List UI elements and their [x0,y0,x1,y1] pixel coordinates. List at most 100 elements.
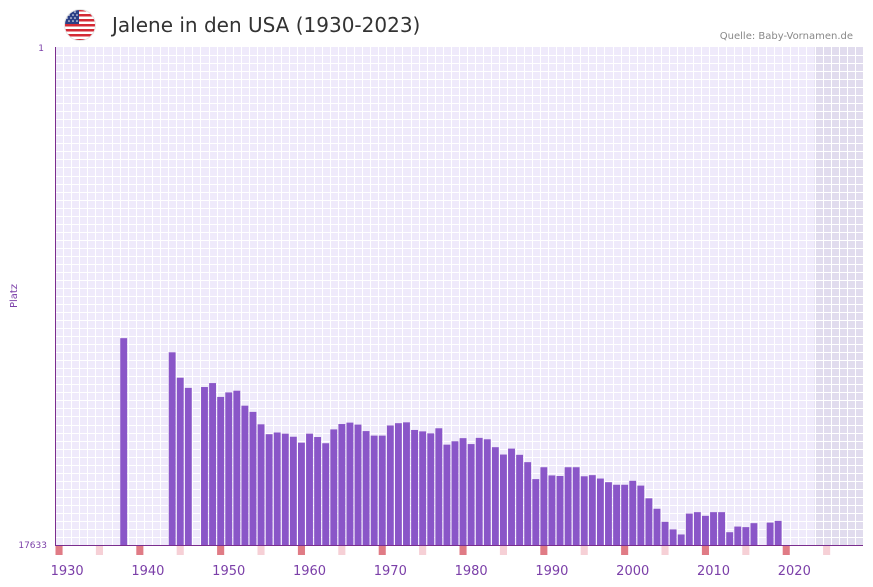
x-tick-label: 1970 [374,564,407,579]
half-decade-marker [499,546,507,555]
bar-1992 [564,467,572,545]
bar-1994 [580,476,588,545]
bar-1996 [596,478,604,545]
bar-1989 [540,467,548,545]
bar-1944 [176,377,184,545]
bar-2010 [710,512,717,545]
bar-1971 [394,423,402,545]
bar-1981 [475,437,483,545]
bar-1966 [354,424,362,545]
x-tick-label: 2020 [778,564,811,579]
half-decade-marker [742,546,750,555]
bar-1948 [209,383,216,545]
bar-2001 [637,485,645,545]
bar-1991 [556,475,564,545]
decade-marker [378,546,386,555]
bar-1988 [532,479,540,545]
bar-1997 [605,482,612,545]
half-decade-marker [338,546,346,555]
bar-1949 [217,396,225,545]
x-tick-label: 2000 [616,564,649,579]
decade-marker [782,546,790,555]
bar-1960 [306,433,313,545]
bar-1967 [362,431,370,545]
y-tick-label-bottom: 17633 [18,541,47,551]
bar-2013 [734,526,742,545]
bar-2018 [774,520,782,545]
bar-1979 [459,438,467,545]
bar-1957 [281,433,289,545]
grid [55,47,864,545]
bar-1953 [249,411,257,545]
bar-1974 [419,431,427,545]
x-tick-label: 1930 [51,564,84,579]
bar-1945 [184,387,192,545]
bar-1976 [435,428,443,545]
x-tick-label: 1990 [535,564,568,579]
bar-2003 [653,508,661,545]
bar-2014 [742,527,750,545]
decade-marker [297,546,305,555]
bar-1955 [265,434,273,545]
source-label: Quelle: Baby-Vornamen.de [719,31,853,42]
decade-marker [621,546,629,555]
half-decade-marker [95,546,103,555]
us-flag-icon [64,9,96,41]
bar-2009 [702,515,709,545]
bar-1937 [120,338,128,545]
half-decade-marker [257,546,265,555]
bar-1980 [467,444,475,545]
bar-2000 [629,480,637,545]
bar-1982 [483,439,491,545]
bar-1968 [370,435,378,545]
bar-2004 [661,521,669,545]
bar-1963 [330,429,338,545]
decade-marker [55,546,63,555]
decade-marker [701,546,709,555]
bar-2006 [677,534,685,545]
bar-2005 [669,529,677,545]
chart-title: Jalene in den USA (1930-2023) [112,13,421,37]
bar-1965 [346,422,354,545]
bar-1985 [508,448,515,545]
bar-1987 [524,462,532,545]
bar-1975 [427,433,435,545]
x-tick-label: 1940 [131,564,164,579]
bar-1993 [572,467,580,545]
half-decade-marker [823,546,831,555]
decade-marker [540,546,548,555]
bar-1999 [621,484,629,545]
bar-1951 [233,390,241,545]
bar-2011 [718,512,726,545]
half-decade-marker [176,546,184,555]
x-tick-label: 2010 [697,564,730,579]
bar-1943 [168,352,176,545]
bar-1961 [314,437,322,545]
bar-1978 [451,441,459,545]
bar-1972 [403,422,410,545]
bar-1986 [516,454,524,545]
bar-2017 [766,522,774,545]
bar-1969 [378,435,386,545]
decade-marker [459,546,467,555]
half-decade-marker [580,546,588,555]
bar-1952 [241,405,249,545]
bar-1973 [411,429,418,545]
bar-1983 [491,447,499,545]
y-tick-label-top: 1 [38,44,44,54]
bar-1958 [289,436,297,545]
bar-1998 [613,484,620,545]
bar-1950 [225,392,233,545]
bar-1995 [588,475,596,545]
bar-2007 [685,513,693,545]
bar-1964 [338,424,346,545]
bar-2008 [693,512,701,545]
bar-2012 [726,532,734,545]
bar-1954 [257,424,265,545]
bar-1962 [322,443,330,545]
bar-2002 [645,498,653,545]
decade-marker [217,546,225,555]
bar-1977 [443,444,451,545]
x-tick-label: 1980 [455,564,488,579]
